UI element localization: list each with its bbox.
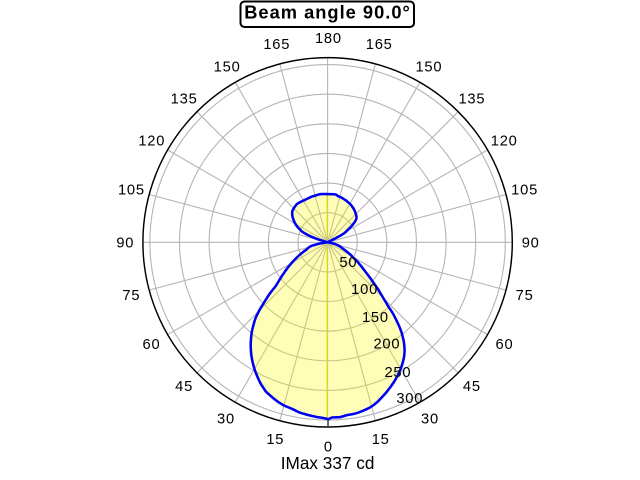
svg-text:100: 100 xyxy=(351,282,378,298)
svg-text:Beam angle 90.0°: Beam angle 90.0° xyxy=(244,2,411,23)
svg-text:135: 135 xyxy=(458,92,485,108)
svg-text:135: 135 xyxy=(171,92,198,108)
svg-text:IMax 337 cd: IMax 337 cd xyxy=(281,453,375,473)
svg-text:75: 75 xyxy=(122,288,140,304)
svg-text:30: 30 xyxy=(421,412,439,428)
svg-text:200: 200 xyxy=(373,337,400,353)
svg-text:150: 150 xyxy=(415,59,442,75)
svg-text:30: 30 xyxy=(217,412,235,428)
svg-text:60: 60 xyxy=(496,337,514,353)
svg-text:180: 180 xyxy=(315,31,342,47)
svg-text:50: 50 xyxy=(339,255,357,271)
svg-text:120: 120 xyxy=(138,134,165,150)
svg-text:165: 165 xyxy=(366,37,393,53)
svg-text:250: 250 xyxy=(384,365,411,381)
svg-text:15: 15 xyxy=(372,432,390,448)
svg-text:90: 90 xyxy=(116,236,134,252)
svg-text:165: 165 xyxy=(263,37,290,53)
svg-text:45: 45 xyxy=(463,379,481,395)
svg-text:150: 150 xyxy=(362,310,389,326)
svg-text:45: 45 xyxy=(175,379,193,395)
svg-text:90: 90 xyxy=(522,236,540,252)
svg-text:150: 150 xyxy=(214,59,241,75)
svg-text:105: 105 xyxy=(511,183,538,199)
svg-text:75: 75 xyxy=(516,288,534,304)
svg-text:105: 105 xyxy=(118,183,145,199)
svg-text:60: 60 xyxy=(143,337,161,353)
svg-text:300: 300 xyxy=(396,391,423,407)
svg-text:120: 120 xyxy=(491,134,518,150)
svg-text:0: 0 xyxy=(324,440,333,456)
svg-text:15: 15 xyxy=(266,432,284,448)
